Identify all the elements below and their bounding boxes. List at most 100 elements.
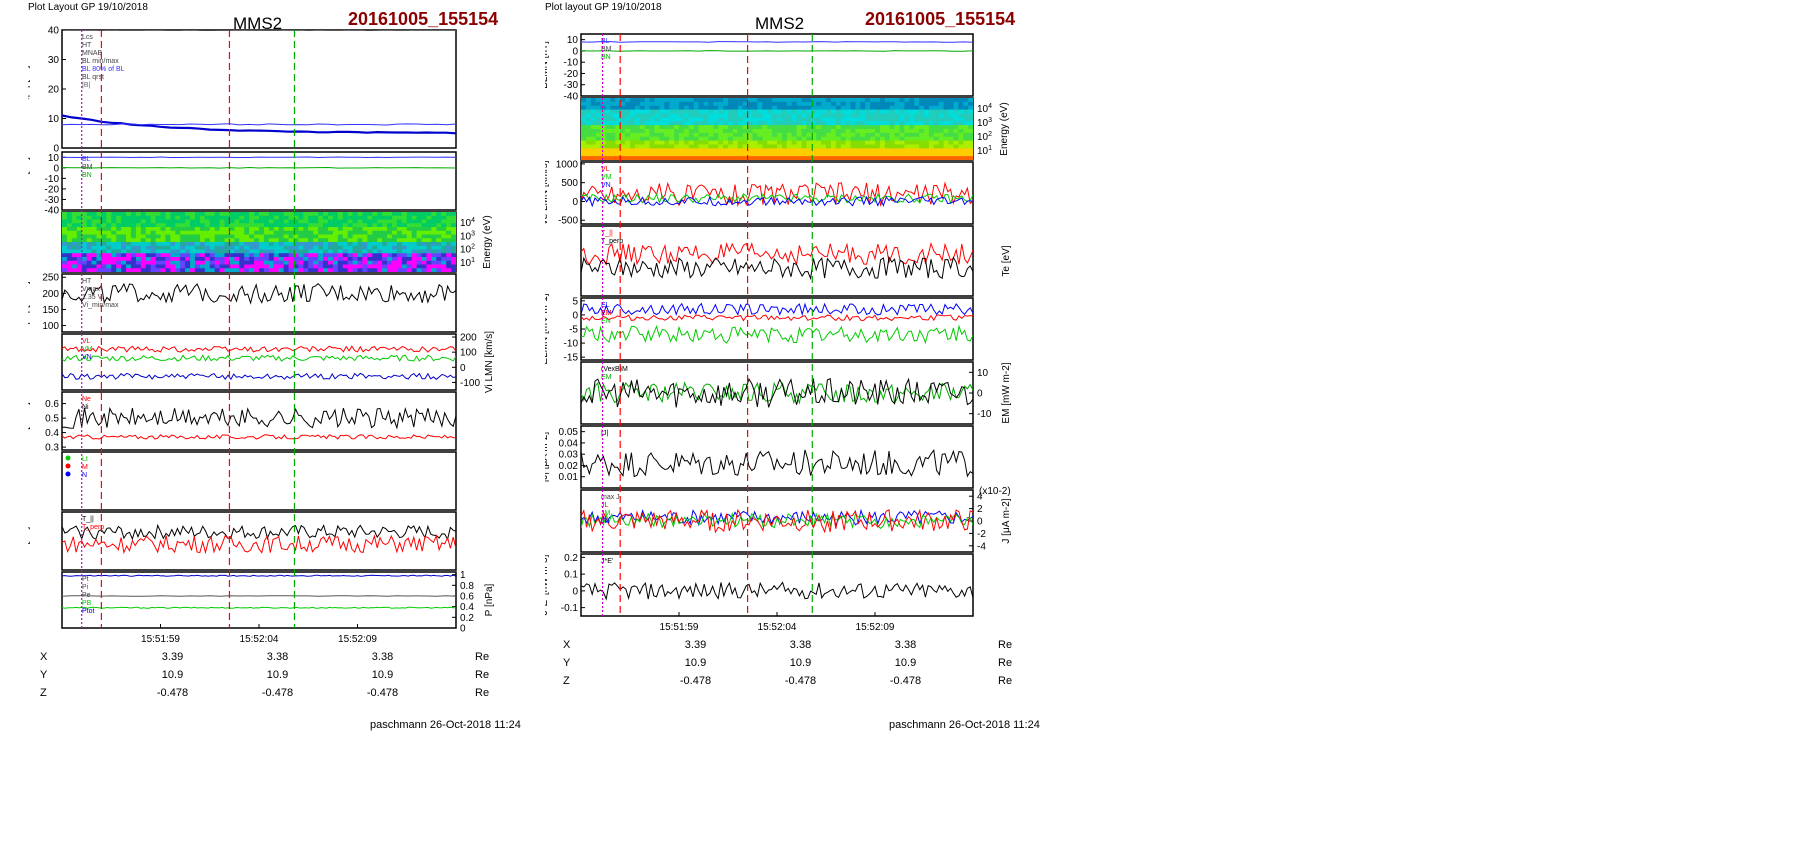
spectrogram-cell: [968, 144, 973, 149]
spectrogram-cell: [116, 215, 122, 220]
spectrogram-cell: [757, 121, 763, 126]
spectrogram-cell: [767, 113, 773, 118]
spectrogram-cell: [273, 234, 280, 239]
y-axis-label: BLMN [nT]: [545, 41, 550, 89]
spectrogram-cell: [674, 109, 680, 114]
spectrogram-cell: [416, 253, 423, 258]
spectrogram-cell: [76, 268, 83, 272]
spectrogram-cell: [140, 249, 147, 254]
spectrogram-cell: [185, 223, 191, 228]
legend-entry: BN: [82, 172, 92, 179]
spectrogram-cell: [870, 109, 876, 114]
spectrogram-cell: [451, 264, 456, 269]
spectrogram-cell: [723, 144, 729, 149]
spectrogram-cell: [160, 249, 166, 254]
spectrogram-cell: [605, 140, 611, 145]
spectrogram-cell: [747, 109, 753, 114]
spectrogram-cell: [431, 264, 437, 269]
spectrogram-cell: [337, 249, 344, 254]
spectrogram-cell: [615, 136, 621, 142]
spectrogram-cell: [610, 101, 616, 107]
spectrogram-cell: [155, 212, 161, 217]
spectrogram-cell: [796, 156, 802, 160]
spectrogram-cell: [160, 227, 166, 232]
spectrogram-cell: [870, 144, 876, 149]
spectrogram-cell: [145, 230, 152, 235]
spectrogram-cell: [742, 113, 749, 118]
spectrogram-cell: [372, 268, 378, 272]
spectrogram-cell: [367, 257, 373, 262]
spectrogram-cell: [416, 212, 423, 217]
spectrogram-cell: [185, 230, 191, 235]
legend-entry: EM: [601, 310, 612, 317]
spectrogram-cell: [581, 132, 587, 138]
spectrogram-cell: [441, 219, 447, 224]
spectrogram-cell: [909, 121, 915, 126]
spectrogram-cell: [943, 148, 949, 153]
spectrogram-cell: [968, 125, 973, 130]
spectrogram-cell: [669, 125, 675, 130]
spectrogram-cell: [214, 249, 221, 254]
spectrogram-cell: [884, 101, 891, 107]
spectrogram-cell: [416, 249, 423, 254]
spectrogram-cell: [850, 121, 856, 126]
spectrogram-cell: [845, 129, 851, 134]
spectrogram-cell: [426, 238, 432, 243]
spectrogram-cell: [190, 260, 196, 265]
spectrogram-cell: [180, 257, 186, 262]
spectrogram-cell: [160, 215, 166, 220]
spectrogram-cell: [879, 113, 886, 118]
spectrogram-cell: [327, 253, 334, 258]
spectrogram-cell: [938, 109, 945, 114]
spectrogram-cell: [615, 132, 621, 138]
spectrogram-cell: [219, 245, 226, 250]
spectrogram-cell: [342, 257, 349, 262]
spectrogram-cell: [747, 121, 753, 126]
spectrogram-cell: [811, 144, 817, 149]
spectrogram-cell: [396, 242, 403, 247]
spectrogram-cell: [752, 156, 758, 160]
spectrogram-cell: [693, 156, 700, 160]
spectrogram-cell: [718, 132, 724, 138]
spectrogram-cell: [958, 109, 964, 114]
spectrogram-cell: [703, 132, 709, 138]
spectrogram-cell: [377, 234, 383, 239]
spectrogram-cell: [639, 101, 646, 107]
spectrogram-cell: [446, 215, 452, 220]
ephemeris-row: X 3.39 3.38 3.38 Re: [563, 636, 1012, 654]
time-tick-label: 15:51:59: [141, 634, 180, 645]
spectrogram-cell: [101, 238, 107, 243]
spectrogram-cell: [948, 117, 954, 122]
spectrogram-cell: [91, 230, 97, 235]
spectrogram-cell: [826, 109, 832, 114]
spectrogram-cell: [170, 245, 176, 250]
spectrogram-cell: [431, 260, 437, 265]
spectrogram-cell: [180, 264, 186, 269]
spectrogram-cell: [431, 215, 437, 220]
spectrogram-cell: [708, 113, 714, 118]
spectrogram-cell: [664, 105, 670, 111]
spectrogram-cell: [135, 238, 142, 243]
spectrogram-cell: [865, 98, 871, 103]
spectrogram-cell: [649, 152, 655, 157]
spectrogram-cell: [436, 212, 442, 217]
spectrogram-cell: [875, 117, 881, 122]
spectrogram-cell: [175, 264, 181, 269]
spectrogram-cell: [742, 152, 749, 157]
spectrogram-cell: [845, 105, 851, 111]
spectrogram-cell: [757, 156, 763, 160]
spectrogram-cell: [615, 109, 621, 114]
spectrogram-cell: [728, 132, 734, 138]
spectrogram-cell: [372, 242, 378, 247]
spectrogram-cell: [816, 101, 822, 107]
spectrogram-cell: [126, 257, 132, 262]
spectrogram-cell: [441, 257, 447, 262]
spectrogram-cell: [327, 215, 334, 220]
spectrogram-cell: [860, 105, 866, 111]
spectrogram-cell: [791, 105, 798, 111]
spectrogram-cell: [278, 227, 285, 232]
spectrogram-cell: [816, 148, 822, 153]
spectrogram-cell: [283, 268, 290, 272]
spectrogram-cell: [698, 144, 704, 149]
spectrogram-cell: [106, 215, 112, 220]
